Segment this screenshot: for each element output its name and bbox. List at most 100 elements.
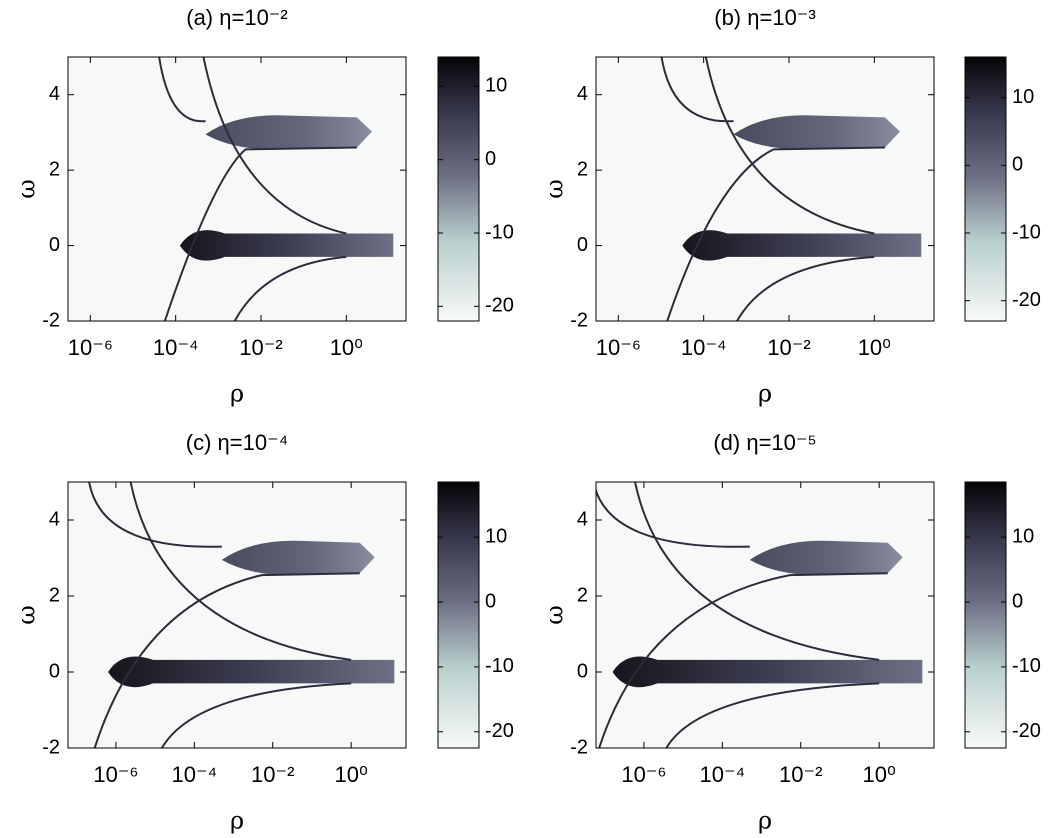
heatmap-image [660, 57, 922, 321]
heatmap-band [612, 656, 923, 688]
x-tick-label: 10⁻⁴ [172, 762, 218, 787]
x-axis-label: ρ [758, 380, 772, 408]
y-tick-label: 4 [577, 83, 588, 105]
heatmap-ridge [160, 682, 352, 748]
x-tick-label: 10⁰ [330, 335, 363, 360]
chart-title: (a) η=10⁻² [186, 5, 288, 30]
heatmap-ridge [598, 572, 888, 748]
heatmap-band [733, 115, 900, 150]
x-tick-label: 10⁻⁴ [153, 335, 199, 360]
y-axis-label: ω [13, 179, 41, 199]
axes-frame [67, 56, 407, 322]
axes-frame [67, 481, 407, 749]
y-axis-label: ω [541, 605, 569, 625]
plot-area [596, 482, 934, 748]
x-tick-label: 10⁻⁶ [68, 335, 113, 360]
heatmap-ridge [666, 146, 885, 321]
heatmap-ridge [88, 482, 222, 548]
colorbar-tick-label: 10 [1012, 525, 1034, 547]
colorbar-tick-label: -10 [1012, 221, 1041, 243]
y-tick-label: 0 [49, 660, 60, 682]
colorbar-tick-label: 10 [1012, 86, 1034, 108]
y-tick-label: 4 [49, 508, 60, 530]
colorbar-tick-label: 10 [485, 75, 507, 97]
heatmap-image [88, 482, 395, 748]
x-tick-label: 10⁰ [335, 762, 368, 787]
x-axis-label: ρ [758, 807, 772, 835]
plot-area [68, 57, 406, 321]
heatmap-band [108, 656, 395, 688]
heatmap-ridge [704, 57, 875, 235]
y-tick-label: 2 [577, 584, 588, 606]
heatmap-image [158, 57, 394, 321]
colorbar-tick-label: 0 [1012, 154, 1023, 176]
heatmap-band [749, 540, 903, 576]
x-tick-label: 10⁻² [251, 762, 294, 787]
heatmap-ridge [660, 57, 734, 123]
colorbar-tick-label: 0 [485, 148, 496, 170]
y-tick-label: 4 [577, 508, 588, 530]
x-tick-label: 10⁰ [863, 762, 896, 787]
axes-frame [595, 56, 935, 322]
heatmap-image [596, 482, 923, 748]
colorbar-tick-label: 0 [1012, 590, 1023, 612]
heatmap-ridge [233, 255, 347, 321]
heatmap-band [221, 540, 375, 576]
heatmap-ridge [634, 482, 880, 661]
chart-title: (d) η=10⁻⁵ [713, 430, 816, 455]
x-tick-label: 10⁻⁴ [681, 335, 727, 360]
colorbar-tick-label: -10 [485, 221, 514, 243]
heatmap-ridge [129, 482, 352, 661]
heatmap-ridge [665, 682, 880, 748]
colorbar-tick-label: -20 [1012, 289, 1041, 311]
y-tick-label: -2 [570, 309, 588, 331]
x-tick-label: 10⁻² [779, 762, 822, 787]
x-tick-label: 10⁻⁴ [700, 762, 746, 787]
colorbar-tick-label: -10 [1012, 655, 1041, 677]
x-tick-label: 10⁻² [239, 335, 282, 360]
y-tick-label: 0 [577, 234, 588, 256]
x-tick-label: 10⁰ [858, 335, 891, 360]
colorbar [964, 56, 1007, 322]
y-tick-label: 0 [577, 660, 588, 682]
heatmap-band [205, 115, 372, 150]
y-tick-label: -2 [570, 736, 588, 758]
y-axis-label: ω [13, 605, 41, 625]
colorbar-tick-label: -20 [485, 720, 514, 742]
plot-area [596, 57, 934, 321]
x-tick-label: 10⁻⁶ [596, 335, 641, 360]
chart-title: (c) η=10⁻⁴ [186, 430, 288, 455]
y-tick-label: 2 [49, 584, 60, 606]
colorbar-tick-label: -20 [1012, 720, 1041, 742]
plot-area [68, 482, 406, 748]
colorbar-tick-label: 10 [485, 525, 507, 547]
y-tick-label: -2 [42, 736, 60, 758]
heatmap-band [179, 230, 394, 261]
x-axis-label: ρ [230, 807, 244, 835]
colorbar-tick-label: -10 [485, 655, 514, 677]
colorbar [437, 481, 480, 749]
x-tick-label: 10⁻² [767, 335, 810, 360]
heatmap-ridge [93, 572, 360, 748]
colorbar [964, 481, 1007, 749]
heatmap-ridge [202, 57, 347, 235]
colorbar [437, 56, 480, 322]
y-tick-label: 0 [49, 234, 60, 256]
x-tick-label: 10⁻⁶ [621, 762, 666, 787]
heatmap-ridge [596, 487, 750, 548]
heatmap-ridge [736, 255, 875, 321]
y-tick-label: 2 [577, 158, 588, 180]
chart-title: (b) η=10⁻³ [714, 5, 816, 30]
x-tick-label: 10⁻⁶ [93, 762, 138, 787]
heatmap-band [682, 230, 922, 261]
y-tick-label: -2 [42, 309, 60, 331]
x-axis-label: ρ [230, 380, 244, 408]
axes-frame [595, 481, 935, 749]
colorbar-tick-label: -20 [485, 295, 514, 317]
y-tick-label: 2 [49, 158, 60, 180]
y-axis-label: ω [541, 179, 569, 199]
y-tick-label: 4 [49, 83, 60, 105]
heatmap-ridge [163, 146, 357, 321]
colorbar-tick-label: 0 [485, 590, 496, 612]
